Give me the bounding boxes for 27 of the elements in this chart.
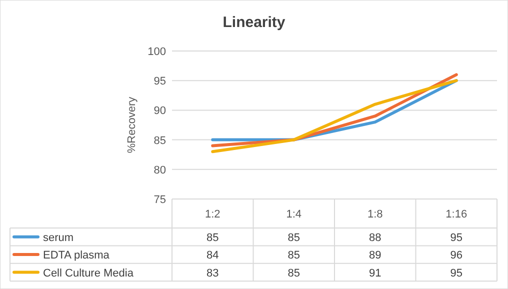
- x-tick-label: 1:4: [286, 208, 302, 220]
- data-label: 96: [450, 250, 462, 262]
- data-label: 95: [450, 232, 462, 244]
- legend-label: serum: [43, 232, 74, 244]
- data-label: 95: [450, 267, 462, 280]
- data-label: 83: [206, 267, 219, 280]
- y-tick-label: 80: [154, 164, 166, 176]
- data-label: 85: [288, 232, 300, 244]
- y-axis-title: %Recovery: [126, 96, 138, 154]
- legend-label: Cell Culture Media: [43, 267, 134, 280]
- y-tick-label: 90: [154, 105, 166, 118]
- y-tick-label: 95: [154, 76, 166, 88]
- data-label: 85: [206, 232, 219, 244]
- chart-title: Linearity: [222, 14, 286, 31]
- data-label: 91: [369, 267, 382, 280]
- x-tick-label: 1:8: [367, 208, 383, 220]
- y-tick-label: 75: [154, 194, 166, 206]
- data-label: 84: [206, 250, 219, 262]
- legend-label: EDTA plasma: [43, 250, 110, 262]
- data-label: 85: [288, 250, 300, 262]
- data-label: 88: [369, 232, 382, 244]
- data-label: 89: [369, 250, 382, 262]
- y-tick-label: 100: [148, 46, 166, 58]
- x-tick-label: 1:2: [204, 208, 220, 220]
- data-label: 85: [288, 267, 300, 280]
- x-tick-label: 1:16: [446, 208, 468, 220]
- y-tick-label: 85: [154, 134, 166, 147]
